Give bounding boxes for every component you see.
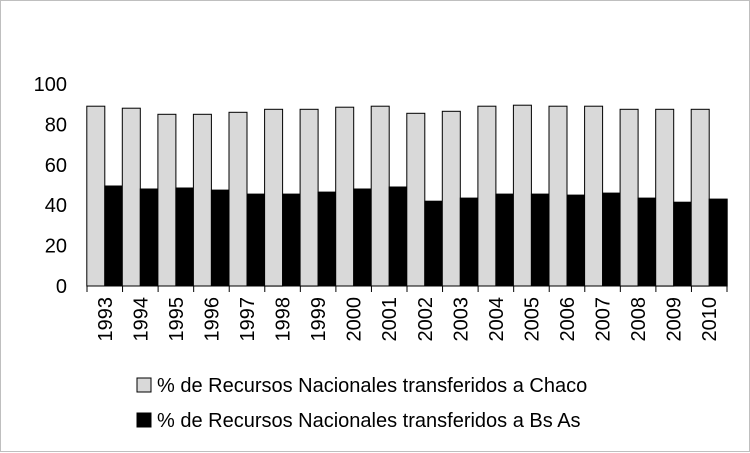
bar-chaco-2009 — [655, 108, 675, 287]
bar-chaco-1998 — [264, 108, 284, 287]
x-tick-label-1997: 1997 — [237, 297, 259, 342]
y-tick-label-3: 60 — [45, 155, 67, 177]
x-tick-label-2008: 2008 — [628, 297, 650, 342]
bar-chaco-2006 — [548, 105, 568, 287]
x-tick-label-1996: 1996 — [201, 297, 223, 342]
bar-chaco-2000 — [335, 106, 355, 287]
bar-bsas-1995 — [175, 187, 195, 287]
bar-chaco-2010 — [690, 108, 710, 287]
bar-chaco-1999 — [299, 108, 319, 287]
x-tick-label-2010: 2010 — [699, 297, 721, 342]
x-tick-label-1995: 1995 — [166, 297, 188, 342]
x-tick-label-1999: 1999 — [308, 297, 330, 342]
bar-chaco-1996 — [192, 113, 212, 287]
x-tick-label-2003: 2003 — [450, 297, 472, 342]
y-tick-label-1: 20 — [45, 236, 67, 258]
bar-chaco-2005 — [512, 104, 532, 287]
bar-chaco-1997 — [228, 111, 248, 287]
bar-bsas-1993 — [104, 185, 124, 287]
x-tick-label-2004: 2004 — [486, 297, 508, 342]
bar-bsas-2002 — [424, 200, 444, 287]
bar-bsas-2008 — [637, 197, 657, 287]
bar-bsas-2000 — [353, 188, 373, 287]
bar-bsas-1996 — [210, 189, 230, 287]
bar-chaco-1995 — [157, 113, 177, 287]
bar-bsas-2009 — [673, 201, 693, 287]
y-tick-label-4: 80 — [45, 114, 67, 136]
bar-bsas-1994 — [139, 188, 159, 287]
x-tick-label-1998: 1998 — [273, 297, 295, 342]
bar-chaco-2008 — [619, 108, 639, 287]
x-tick-label-2002: 2002 — [415, 297, 437, 342]
bar-bsas-2005 — [530, 193, 550, 287]
bar-chaco-1994 — [121, 107, 141, 287]
y-tick-label-5: 100 — [34, 74, 67, 96]
bar-bsas-2003 — [459, 197, 479, 287]
x-tick-label-2000: 2000 — [344, 297, 366, 342]
y-tick-label-2: 40 — [45, 195, 67, 217]
bar-bsas-2010 — [708, 198, 728, 287]
bar-bsas-1998 — [282, 193, 302, 287]
x-tick-label-2007: 2007 — [593, 297, 615, 342]
bar-bsas-2001 — [388, 186, 408, 287]
legend-swatch-bsas — [136, 412, 152, 428]
y-tick-label-0: 0 — [56, 276, 67, 298]
x-tick-label-2005: 2005 — [521, 297, 543, 342]
x-tick-label-2001: 2001 — [379, 297, 401, 342]
bar-bsas-1999 — [317, 191, 337, 287]
bar-bsas-2004 — [495, 193, 515, 287]
x-tick-label-1994: 1994 — [130, 297, 152, 342]
x-tick-label-1993: 1993 — [95, 297, 117, 342]
bar-chaco-1993 — [86, 105, 106, 287]
bar-chaco-2002 — [406, 112, 426, 287]
legend-label-bsas: % de Recursos Nacionales transferidos a … — [157, 410, 581, 432]
x-tick-label-2009: 2009 — [664, 297, 686, 342]
bar-chaco-2001 — [370, 105, 390, 287]
bar-bsas-2007 — [602, 192, 622, 287]
bar-chaco-2007 — [584, 105, 604, 287]
legend-label-chaco: % de Recursos Nacionales transferidos a … — [157, 375, 587, 397]
bar-bsas-1997 — [246, 193, 266, 287]
legend-swatch-chaco — [136, 377, 152, 393]
bar-bsas-2006 — [566, 194, 586, 287]
x-tick-label-2006: 2006 — [557, 297, 579, 342]
bar-chaco-2003 — [441, 110, 461, 287]
bar-chaco-2004 — [477, 105, 497, 287]
